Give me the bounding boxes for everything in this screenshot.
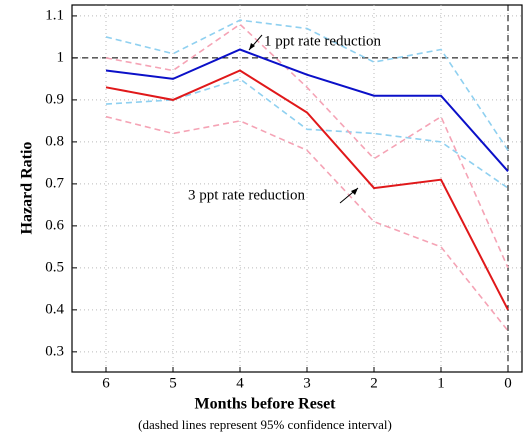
annotation: 3 ppt rate reduction xyxy=(188,187,306,203)
series-line xyxy=(105,23,509,269)
x-tick-label: 6 xyxy=(102,375,110,391)
y-axis-label: Hazard Ratio xyxy=(19,142,36,235)
y-tick-label: 0.9 xyxy=(45,91,64,107)
annotation: 1 ppt rate reduction xyxy=(264,33,382,49)
y-tick-label: 0.7 xyxy=(45,175,64,191)
series-line xyxy=(105,78,509,189)
x-tick-label: 5 xyxy=(169,375,177,391)
y-tick-label: 1.1 xyxy=(45,7,64,23)
x-tick-label: 4 xyxy=(236,375,244,391)
y-tick-label: 0.8 xyxy=(45,133,64,149)
x-tick-label: 0 xyxy=(504,375,512,391)
x-axis-label: Months before Reset xyxy=(194,396,336,413)
series-line xyxy=(105,48,509,172)
caption: (dashed lines represent 95% confidence i… xyxy=(138,417,392,432)
arrow-head xyxy=(351,188,358,195)
y-tick-label: 0.5 xyxy=(45,259,64,275)
series-line xyxy=(105,115,509,332)
series-line xyxy=(105,19,509,151)
y-tick-label: 0.4 xyxy=(45,301,64,317)
plot-frame xyxy=(71,4,523,373)
y-tick-label: 0.6 xyxy=(45,217,64,233)
x-tick-label: 2 xyxy=(370,375,378,391)
y-tick-label: 0.3 xyxy=(45,343,64,359)
series-line xyxy=(105,69,509,311)
y-tick-label: 1 xyxy=(57,49,65,65)
arrow-head xyxy=(249,43,255,50)
x-tick-label: 1 xyxy=(437,375,445,391)
x-tick-label: 3 xyxy=(303,375,311,391)
